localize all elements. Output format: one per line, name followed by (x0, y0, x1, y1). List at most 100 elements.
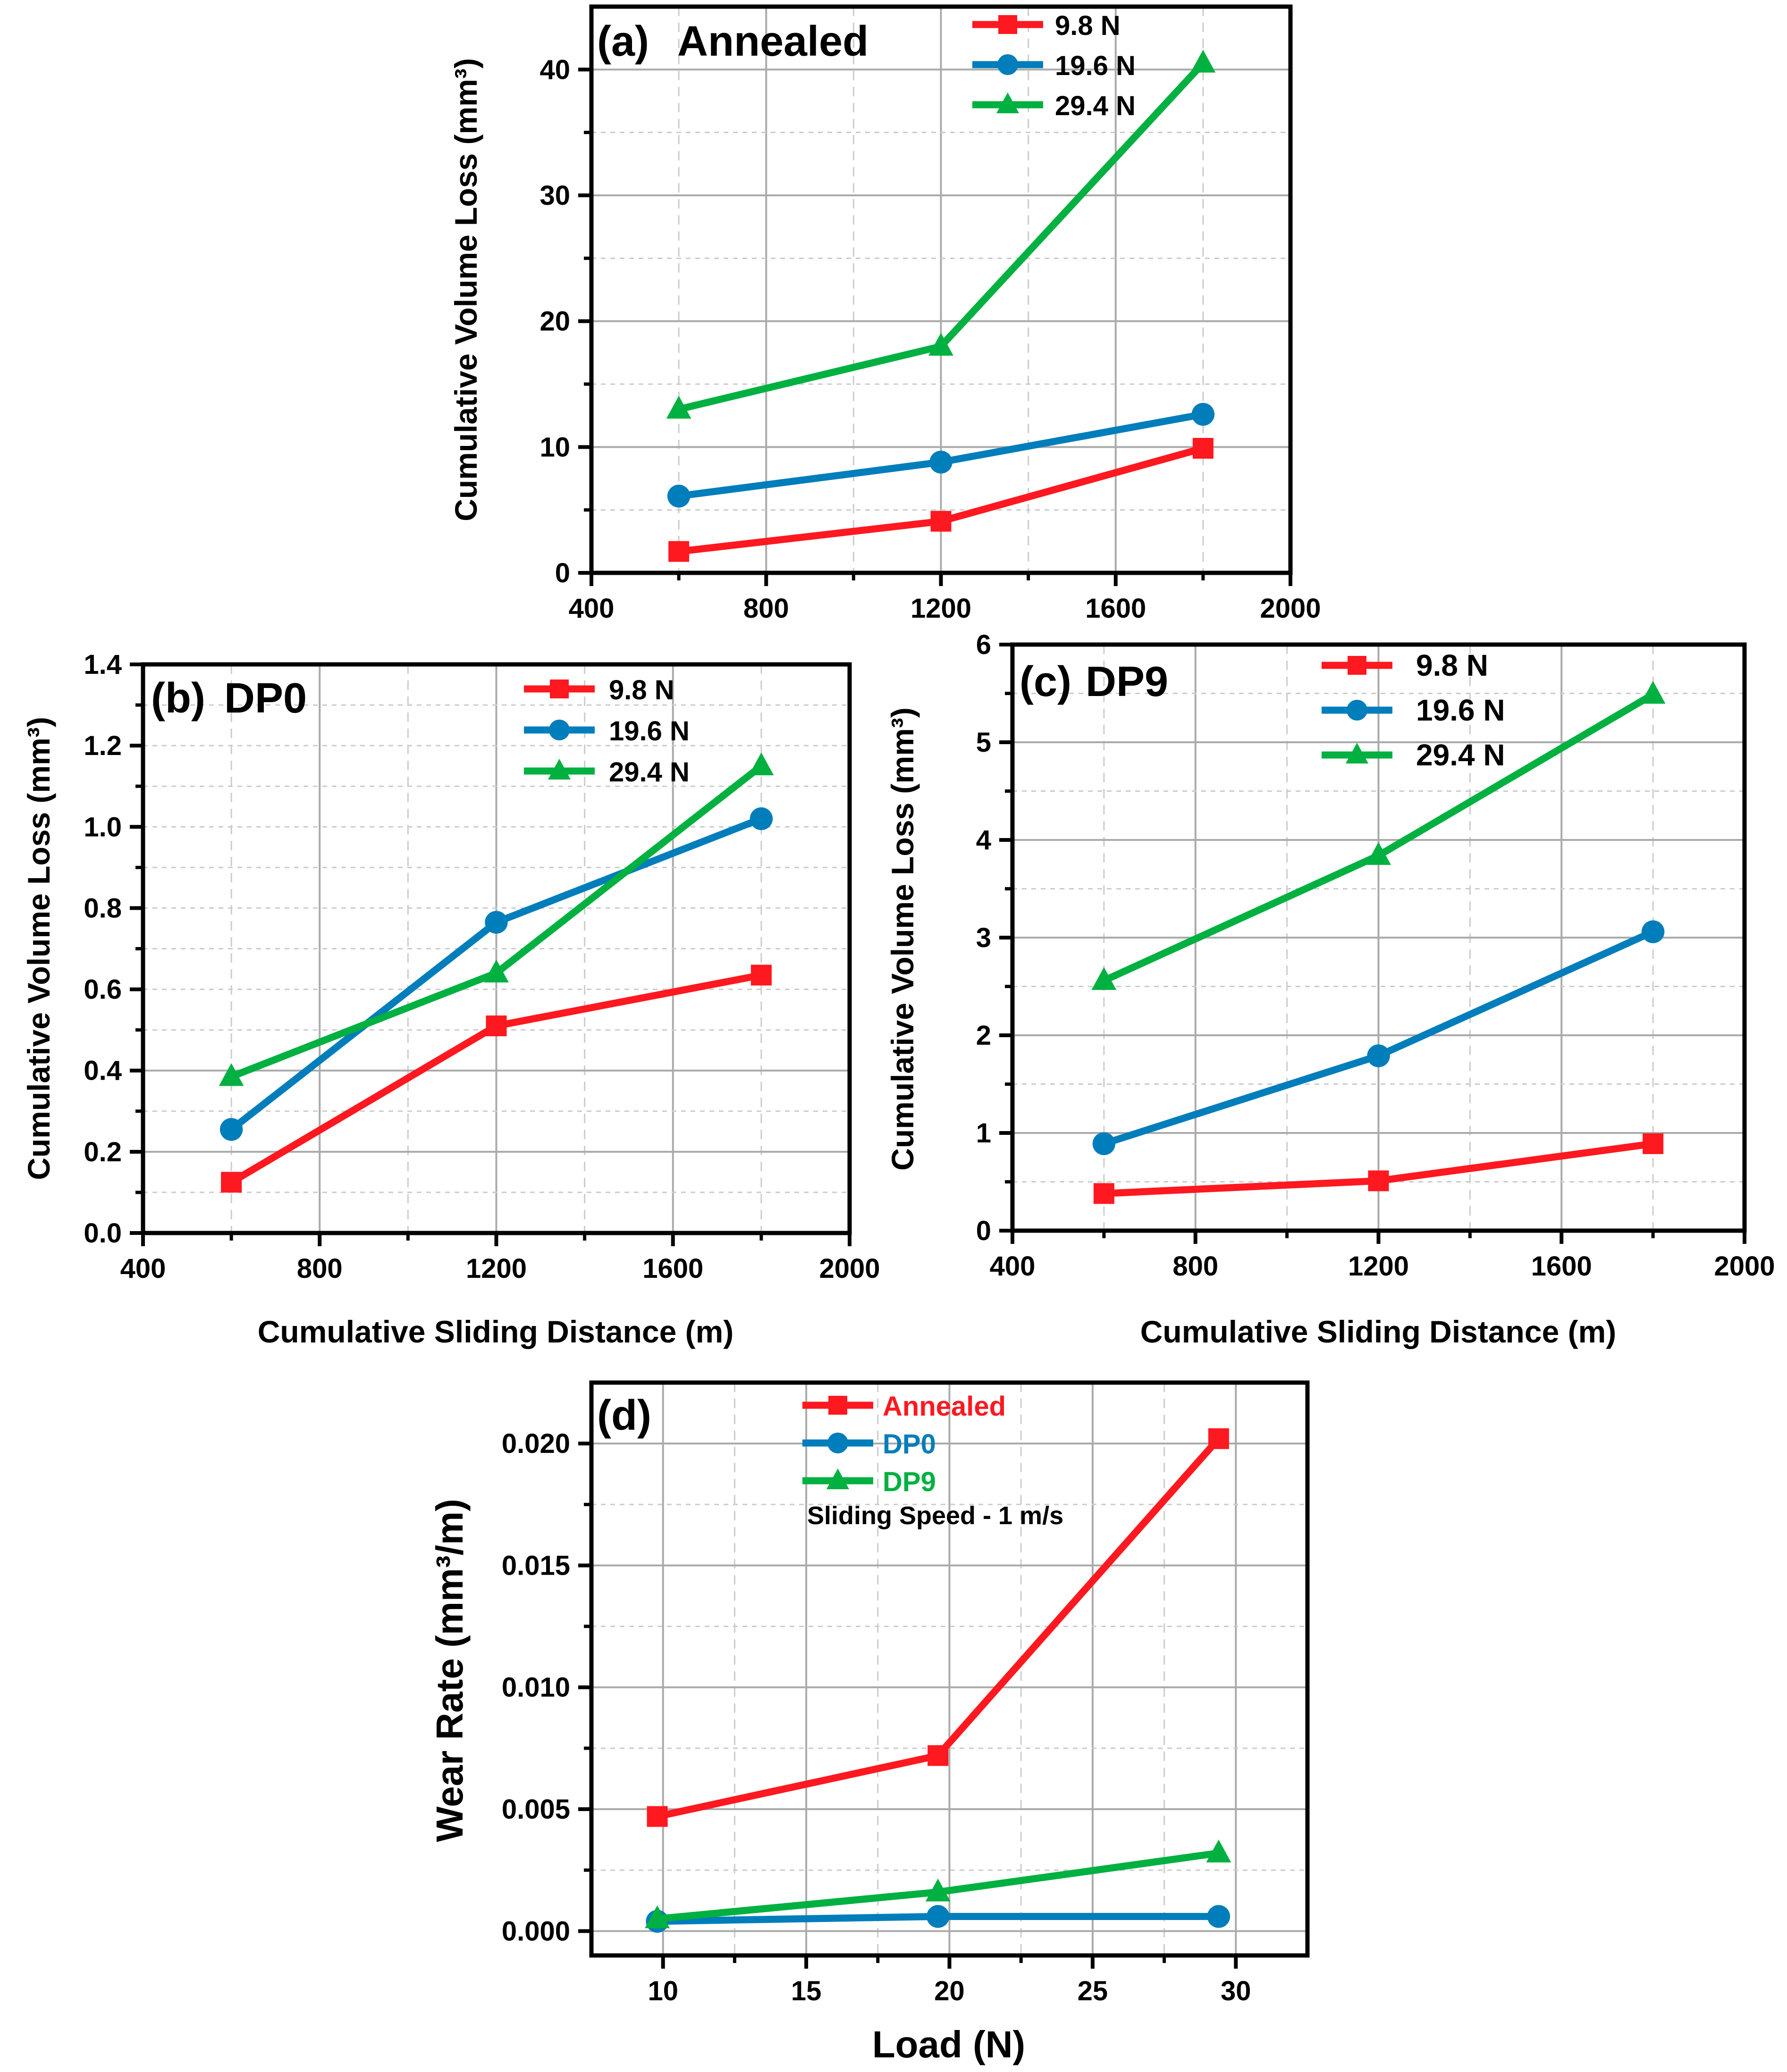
legend-label: 29.4 N (1055, 91, 1136, 121)
y-tick-label: 1 (976, 1118, 991, 1149)
x-tick-label: 800 (1172, 1251, 1218, 1282)
data-point (667, 485, 691, 508)
data-point (1207, 1905, 1231, 1928)
data-point (219, 1063, 244, 1086)
data-point (484, 959, 509, 982)
panel-d: 10 15 20 25 30 0.000 0.005 0.010 0.015 0.020 Wear … (429, 1380, 1310, 2065)
panel-label: (c) (1020, 658, 1071, 705)
data-point (1366, 842, 1391, 865)
data-point (1640, 680, 1666, 704)
data-point (1368, 1170, 1389, 1191)
x-tick-label: 1600 (1531, 1251, 1592, 1282)
x-tick-label: 2000 (1260, 593, 1321, 624)
legend-label: 19.6 N (1055, 50, 1136, 81)
y-tick-label: 40 (539, 54, 570, 85)
y-tick-label: 0.6 (84, 974, 122, 1005)
y-tick-label: 30 (539, 180, 570, 211)
x-axis-title: Cumulative Sliding Distance (m) (1140, 1314, 1617, 1349)
legend-label: 19.6 N (1416, 693, 1505, 727)
series-2: 29.4 N (1091, 680, 1666, 990)
x-tick-label: 2000 (819, 1253, 880, 1284)
x-tick-label: 10 (648, 1976, 678, 2006)
x-tick-label: 2000 (1714, 1251, 1775, 1282)
x-tick-label: 1200 (466, 1253, 527, 1284)
data-point (1093, 1183, 1114, 1204)
legend-marker (827, 1433, 848, 1453)
y-tick-label: 3 (976, 923, 991, 953)
y-tick-label: 0.8 (84, 893, 122, 923)
y-tick-label: 1.4 (84, 649, 122, 680)
y-tick-label: 1.0 (84, 812, 122, 842)
series-0: 9.8 N (221, 675, 772, 1193)
legend-label: 29.4 N (609, 757, 690, 788)
series-0: 9.8 N (1093, 648, 1664, 1204)
legend-marker (548, 759, 571, 780)
x-tick-label: 1600 (1085, 593, 1146, 624)
y-tick-label: 0.2 (84, 1137, 122, 1167)
y-tick-label: 6 (976, 629, 991, 660)
panel-title: Annealed (677, 18, 868, 65)
y-tick-label: 0.015 (502, 1550, 570, 1581)
series-1: 19.6 N (667, 50, 1215, 508)
x-axis-title: Cumulative Sliding Distance (m) (258, 1314, 734, 1349)
series-0: Annealed (647, 1391, 1229, 1827)
legend-label: DP9 (883, 1467, 936, 1497)
x-tick-label: 400 (990, 1251, 1036, 1282)
series-0: 9.8 N (668, 10, 1214, 562)
legend-marker (549, 720, 570, 740)
data-point (1643, 1133, 1664, 1154)
data-point (1191, 403, 1215, 426)
data-point (927, 1905, 950, 1928)
legend-marker (1346, 743, 1368, 763)
data-point (645, 1905, 670, 1929)
data-point (485, 911, 508, 934)
panel-title: DP9 (1086, 658, 1168, 705)
x-tick-label: 1200 (910, 593, 971, 624)
data-point (486, 1015, 507, 1037)
y-tick-label: 5 (976, 727, 991, 758)
legend-marker (550, 679, 569, 698)
y-tick-label: 10 (539, 432, 570, 462)
x-tick-label: 1200 (1348, 1251, 1409, 1282)
data-point (221, 1172, 242, 1193)
data-point (749, 752, 774, 775)
legend-marker (998, 15, 1017, 34)
y-tick-label: 0.0 (84, 1218, 122, 1249)
y-tick-label: 0.020 (502, 1428, 570, 1459)
y-tick-label: 4 (976, 825, 991, 856)
legend-marker (1347, 700, 1367, 721)
y-tick-label: 0.000 (502, 1916, 570, 1946)
legend-label: DP0 (883, 1429, 936, 1460)
data-point (1367, 1044, 1390, 1067)
panel-label: (a) (597, 18, 649, 65)
data-point (930, 511, 952, 532)
series-1: 19.6 N (219, 716, 773, 1141)
legend-marker (826, 1468, 849, 1489)
x-tick-label: 20 (934, 1976, 965, 2006)
panel-label: (b) (151, 675, 205, 722)
legend-label: Annealed (883, 1391, 1006, 1422)
y-tick-label: 2 (976, 1020, 991, 1051)
data-point (668, 541, 690, 562)
y-axis-title: Wear Rate (mm³/m) (429, 1499, 471, 1842)
panel-title: DP0 (224, 675, 307, 722)
legend-label: 9.8 N (1055, 10, 1121, 41)
data-point (750, 965, 772, 986)
panel-label: (d) (597, 1392, 651, 1439)
y-tick-label: 0 (976, 1216, 991, 1246)
y-axis-title: Cumulative Volume Loss (mm³) (448, 58, 483, 521)
annotation: Sliding Speed - 1 m/s (807, 1502, 1063, 1530)
data-point (928, 333, 953, 356)
x-tick-label: 400 (569, 593, 615, 624)
panel-b: 400 800 1200 1600 2000 0.0 0.2 0.4 0.6 0.8 1.0 1.2 1… (21, 649, 880, 1349)
x-tick-label: 400 (120, 1253, 166, 1284)
x-tick-label: 800 (743, 593, 789, 624)
y-tick-label: 0 (555, 558, 570, 588)
data-point (666, 395, 691, 419)
series-2: DP9 (645, 1467, 1231, 1929)
legend-label: 29.4 N (1416, 738, 1505, 772)
y-axis-title: Cumulative Volume Loss (mm³) (885, 707, 920, 1171)
data-point (750, 807, 773, 830)
legend-label: 9.8 N (609, 675, 674, 705)
